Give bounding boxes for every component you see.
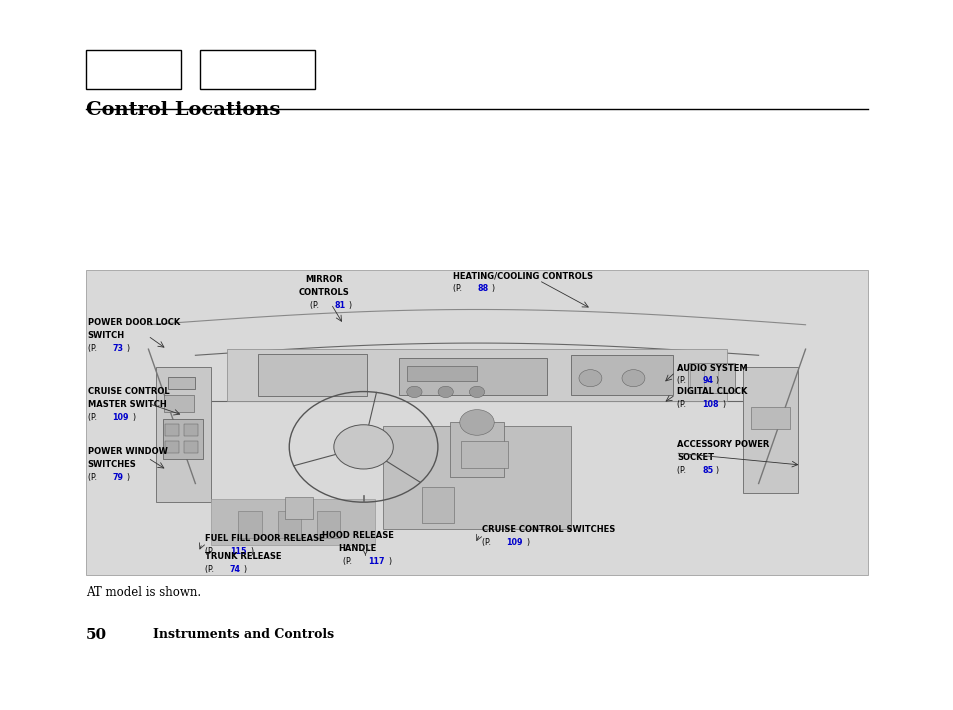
Text: (P.: (P.	[677, 466, 688, 475]
Text: 115: 115	[230, 547, 246, 556]
Text: CONTROLS: CONTROLS	[298, 288, 350, 297]
Text: (P.: (P.	[481, 538, 493, 547]
Text: 79: 79	[112, 473, 124, 482]
Text: HANDLE: HANDLE	[338, 544, 376, 553]
Text: 85: 85	[701, 466, 713, 475]
Text: (P.: (P.	[677, 376, 688, 386]
Text: 74: 74	[230, 565, 241, 574]
Text: 108: 108	[701, 400, 718, 409]
Text: (P.: (P.	[88, 344, 99, 353]
Text: ): )	[715, 376, 718, 386]
Text: Instruments and Controls: Instruments and Controls	[152, 628, 334, 641]
Text: CRUISE CONTROL SWITCHES: CRUISE CONTROL SWITCHES	[481, 525, 615, 535]
Text: HOOD RELEASE: HOOD RELEASE	[321, 531, 394, 540]
Bar	[570, 355, 672, 395]
Text: (P.: (P.	[205, 547, 216, 556]
Text: ): )	[491, 284, 494, 293]
Text: POWER WINDOW: POWER WINDOW	[88, 447, 168, 457]
Bar	[165, 424, 179, 436]
Text: 94: 94	[701, 376, 713, 386]
Text: POWER DOOR LOCK: POWER DOOR LOCK	[88, 318, 180, 327]
Text: 109: 109	[112, 413, 129, 422]
Bar	[183, 424, 197, 436]
Text: 117: 117	[368, 557, 384, 566]
Text: DIGITAL CLOCK: DIGITAL CLOCK	[677, 387, 747, 396]
Text: ): )	[126, 473, 129, 482]
Text: (P.: (P.	[88, 413, 99, 422]
Bar	[449, 422, 504, 477]
Text: AUDIO SYSTEM: AUDIO SYSTEM	[677, 364, 747, 373]
Text: ): )	[721, 400, 724, 409]
Bar	[406, 366, 476, 381]
Text: SWITCHES: SWITCHES	[88, 460, 136, 469]
Circle shape	[334, 425, 393, 469]
Text: ): )	[243, 565, 246, 574]
Text: (P.: (P.	[343, 557, 355, 566]
Text: ): )	[388, 557, 391, 566]
Bar	[461, 441, 508, 469]
Text: ): )	[126, 344, 129, 353]
Bar	[165, 441, 179, 453]
Bar	[86, 270, 867, 575]
Text: 88: 88	[477, 284, 489, 293]
Bar	[687, 363, 735, 393]
Circle shape	[406, 386, 421, 398]
Text: (P.: (P.	[310, 301, 321, 310]
Text: (P.: (P.	[677, 400, 688, 409]
Bar	[742, 368, 797, 493]
Bar	[86, 50, 181, 89]
Text: 50: 50	[86, 628, 107, 643]
Text: SWITCH: SWITCH	[88, 331, 125, 340]
Bar	[164, 395, 193, 412]
Text: 109: 109	[506, 538, 522, 547]
Bar	[227, 349, 726, 401]
Bar	[422, 486, 453, 523]
Circle shape	[469, 386, 484, 398]
Text: 73: 73	[112, 344, 124, 353]
Bar	[162, 420, 203, 459]
Bar	[257, 354, 367, 396]
Bar	[316, 511, 340, 538]
Bar	[156, 368, 211, 502]
Bar	[183, 441, 197, 453]
Text: Control Locations: Control Locations	[86, 101, 280, 119]
Bar	[200, 50, 314, 89]
Text: ): )	[132, 413, 135, 422]
Circle shape	[578, 370, 601, 387]
Text: MASTER SWITCH: MASTER SWITCH	[88, 400, 167, 409]
Bar	[238, 511, 261, 538]
Text: AT model is shown.: AT model is shown.	[86, 586, 201, 599]
Text: ): )	[526, 538, 529, 547]
Text: ): )	[348, 301, 351, 310]
Bar	[383, 425, 570, 530]
Text: ): )	[250, 547, 253, 556]
Circle shape	[437, 386, 453, 398]
Bar	[168, 376, 195, 389]
Text: MIRROR: MIRROR	[305, 275, 343, 285]
Circle shape	[459, 410, 494, 435]
Bar	[285, 497, 313, 518]
Text: TRUNK RELEASE: TRUNK RELEASE	[205, 552, 281, 562]
Text: FUEL FILL DOOR RELEASE: FUEL FILL DOOR RELEASE	[205, 534, 324, 543]
Text: (P.: (P.	[453, 284, 464, 293]
Circle shape	[621, 370, 644, 387]
Text: ACCESSORY POWER: ACCESSORY POWER	[677, 440, 769, 449]
Bar	[277, 511, 301, 538]
Text: HEATING/COOLING CONTROLS: HEATING/COOLING CONTROLS	[453, 271, 593, 280]
Text: (P.: (P.	[88, 473, 99, 482]
Bar	[398, 359, 547, 395]
Text: SOCKET: SOCKET	[677, 453, 714, 462]
Bar	[750, 408, 789, 429]
Text: ): )	[715, 466, 718, 475]
Text: CRUISE CONTROL: CRUISE CONTROL	[88, 387, 170, 396]
Text: (P.: (P.	[205, 565, 216, 574]
Bar	[211, 498, 375, 545]
Text: 81: 81	[335, 301, 346, 310]
